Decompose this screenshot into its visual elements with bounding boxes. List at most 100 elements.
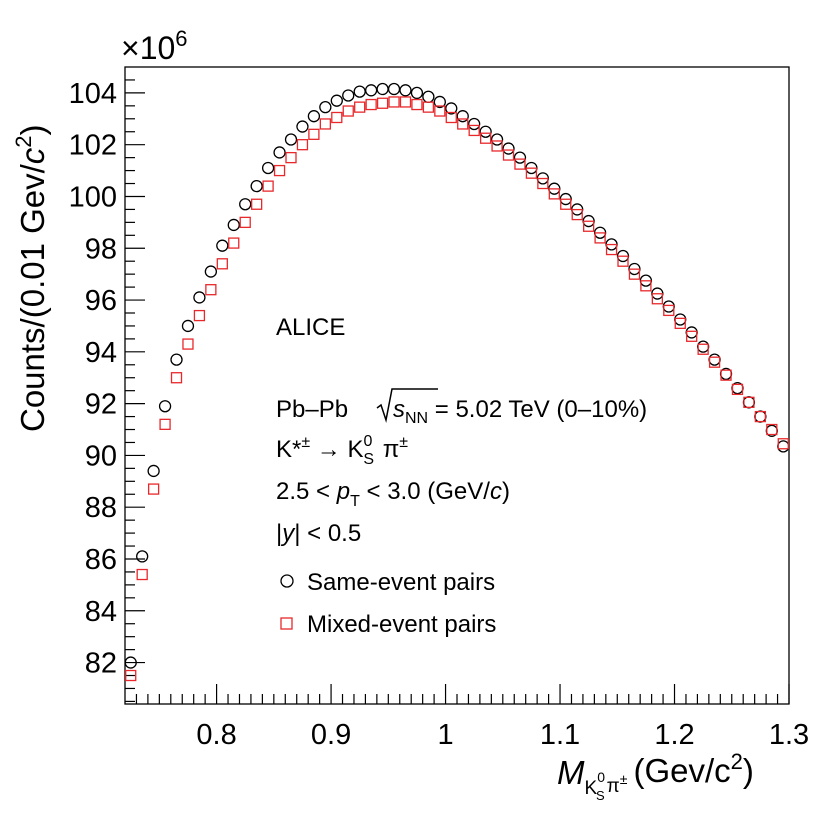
same-event-point [456, 110, 469, 123]
legend-label-mixed-event: Mixed-event pairs [307, 611, 496, 638]
y-tick-label: 88 [85, 492, 117, 524]
mixed-event-point [182, 338, 194, 350]
same-event-point [422, 90, 435, 103]
collision-system: Pb–Pb sNN = 5.02 TeV (0–10%) [276, 388, 647, 427]
plot-frame [124, 66, 790, 705]
same-event-point [181, 319, 195, 333]
svg-text:sNN = 5.02 TeV (0–10%): sNN = 5.02 TeV (0–10%) [393, 396, 647, 427]
svg-text:Pb–Pb: Pb–Pb [276, 396, 348, 423]
mixed-event-point [514, 158, 526, 170]
y-tick-label: 100 [69, 181, 117, 213]
y-tick-label: 98 [85, 233, 117, 265]
same-event-point [353, 85, 366, 98]
same-event-point [376, 82, 389, 96]
mixed-event-point [571, 208, 583, 221]
mixed-event-point [502, 149, 515, 161]
same-event-point [136, 550, 149, 563]
mixed-event-point [411, 98, 423, 111]
legend: Same-event pairs Mixed-event pairs [280, 569, 496, 638]
mixed-event-point [468, 124, 480, 137]
mixed-event-point [743, 396, 755, 408]
same-event-point [364, 84, 378, 97]
same-event-point [674, 313, 687, 326]
experiment-label: ALICE [276, 314, 345, 341]
mixed-event-point [617, 255, 629, 267]
mixed-event-point [239, 216, 251, 229]
same-event-point [330, 94, 343, 107]
mixed-event-point [697, 343, 709, 355]
same-event-point [742, 396, 756, 409]
same-event-point [490, 133, 504, 146]
mixed-event-point [388, 96, 400, 108]
mixed-event-point [777, 438, 789, 450]
mixed-event-point [548, 188, 560, 200]
mixed-event-point [445, 111, 457, 124]
legend-marker-mixed-event [280, 617, 293, 630]
mixed-event-point [376, 97, 389, 109]
mixed-event-point [628, 268, 641, 280]
same-event-point [777, 440, 790, 453]
mixed-event-point [365, 98, 377, 111]
same-event-point [216, 239, 229, 252]
mixed-event-point [308, 128, 320, 140]
mixed-event-point [399, 96, 412, 108]
x-tick-label: 1 [437, 719, 453, 751]
same-event-point [250, 179, 263, 193]
legend-label-same-event: Same-event pairs [307, 569, 495, 596]
same-event-point [342, 89, 355, 102]
y-tick-label: 82 [85, 648, 117, 680]
mixed-event-point [525, 167, 538, 179]
same-event-point [399, 84, 412, 97]
mixed-event-point [342, 105, 354, 117]
y-tick-label: 84 [85, 596, 117, 628]
mixed-event-point [251, 198, 263, 210]
same-event-point [685, 326, 698, 339]
mixed-event-point [605, 243, 618, 256]
same-event-point [502, 142, 515, 155]
mixed-event-point [136, 568, 148, 581]
same-event-point [319, 100, 332, 114]
y-tick-label: 94 [85, 337, 117, 369]
mixed-event-point [491, 140, 503, 152]
mixed-event-point [594, 232, 606, 244]
mixed-event-point [147, 483, 160, 495]
mixed-event-point [686, 330, 698, 342]
mixed-event-point [560, 198, 572, 210]
same-event-point [513, 151, 527, 164]
mixed-event-point [205, 284, 217, 296]
same-event-point [433, 95, 446, 109]
mixed-event-point [479, 132, 492, 144]
y-tick-label: 104 [69, 78, 117, 110]
x-tick-label: 1.3 [769, 719, 809, 751]
same-event-point [239, 198, 252, 211]
same-event-point [296, 120, 309, 133]
x-ticks: 0.8 0.9 1 1.1 1.2 1.3 [135, 684, 809, 751]
same-event-point [227, 218, 240, 232]
same-event-point [147, 464, 160, 478]
same-event-point [158, 400, 172, 413]
same-event-point [696, 340, 710, 353]
x-tick-label: 0.9 [311, 719, 351, 751]
same-event-point [387, 82, 401, 96]
same-event-point [662, 300, 675, 313]
same-event-point [445, 102, 458, 115]
mixed-event-point [434, 105, 446, 117]
mixed-event-point [754, 410, 767, 423]
mixed-event-point [731, 383, 744, 396]
mixed-event-point [674, 317, 686, 330]
mixed-event-point [651, 293, 663, 305]
mixed-event-point [228, 237, 240, 249]
mixed-event-point [422, 101, 435, 113]
mixed-event-point [354, 101, 366, 113]
same-event-point [204, 265, 218, 278]
same-event-point [261, 161, 275, 175]
x-tick-label: 1.1 [540, 719, 580, 751]
mixed-event-point [125, 669, 137, 682]
mixed-event-point [262, 180, 274, 192]
mixed-event-point [285, 151, 297, 164]
y-tick-label: 86 [85, 544, 117, 576]
decay-channel: K*± → K0 S π± [276, 433, 408, 468]
mixed-event-point [583, 220, 595, 232]
